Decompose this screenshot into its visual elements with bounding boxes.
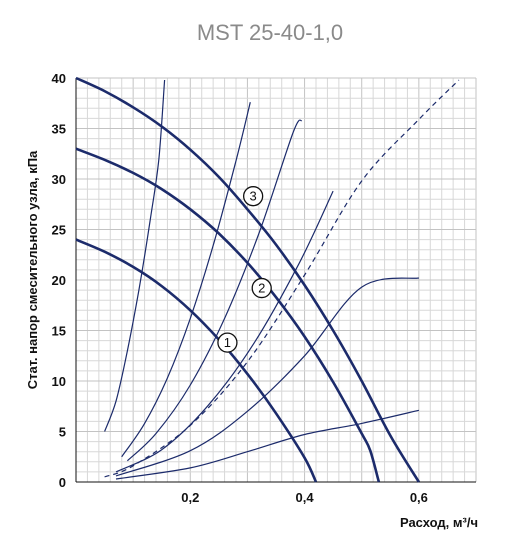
system-curve-2 (121, 102, 251, 458)
y-tick-label: 15 (52, 324, 66, 339)
pump-curve-1-label: 1 (224, 335, 231, 350)
x-tick-label: 0,2 (181, 490, 199, 505)
x-axis-label: Расход, м³/ч (400, 515, 478, 530)
y-tick-label: 10 (52, 374, 66, 389)
y-tick-label: 25 (52, 223, 66, 238)
system-curve-dashed (104, 79, 460, 478)
y-tick-label: 30 (52, 172, 66, 187)
system-curve-3 (126, 119, 303, 462)
tick-labels: 0 5 10 15 20 25 30 35 40 0,2 0,4 0,6 (52, 71, 428, 505)
pump-curve-3-marker (242, 186, 264, 207)
axes (75, 78, 476, 483)
grid (75, 77, 477, 483)
y-tick-label: 20 (52, 273, 66, 288)
pump-curve-2 (75, 147, 381, 483)
y-tick-label: 0 (59, 475, 66, 490)
y-tick-label: 35 (52, 122, 66, 137)
pump-curves: 1 2 3 (75, 76, 421, 483)
system-curve-5 (115, 277, 419, 477)
system-curve-1 (104, 79, 166, 432)
pump-curve-3 (75, 76, 421, 483)
system-curve-6 (115, 409, 420, 480)
pump-curve-2-marker (251, 277, 272, 299)
system-curves (104, 79, 460, 480)
pump-curve-1-marker (217, 332, 238, 353)
y-tick-label: 5 (59, 425, 66, 440)
x-tick-label: 0,6 (410, 490, 428, 505)
pump-curve-3-label: 3 (250, 189, 257, 204)
system-curve-4 (115, 190, 334, 473)
pump-curve-2-label: 2 (258, 281, 265, 296)
pump-curve-1 (75, 238, 318, 483)
y-axis-label: Стат. напор смесительного узла, кПа (25, 150, 40, 389)
chart-title: MST 25-40-1,0 (197, 20, 343, 45)
x-tick-label: 0,4 (296, 490, 315, 505)
y-tick-label: 40 (52, 71, 66, 86)
